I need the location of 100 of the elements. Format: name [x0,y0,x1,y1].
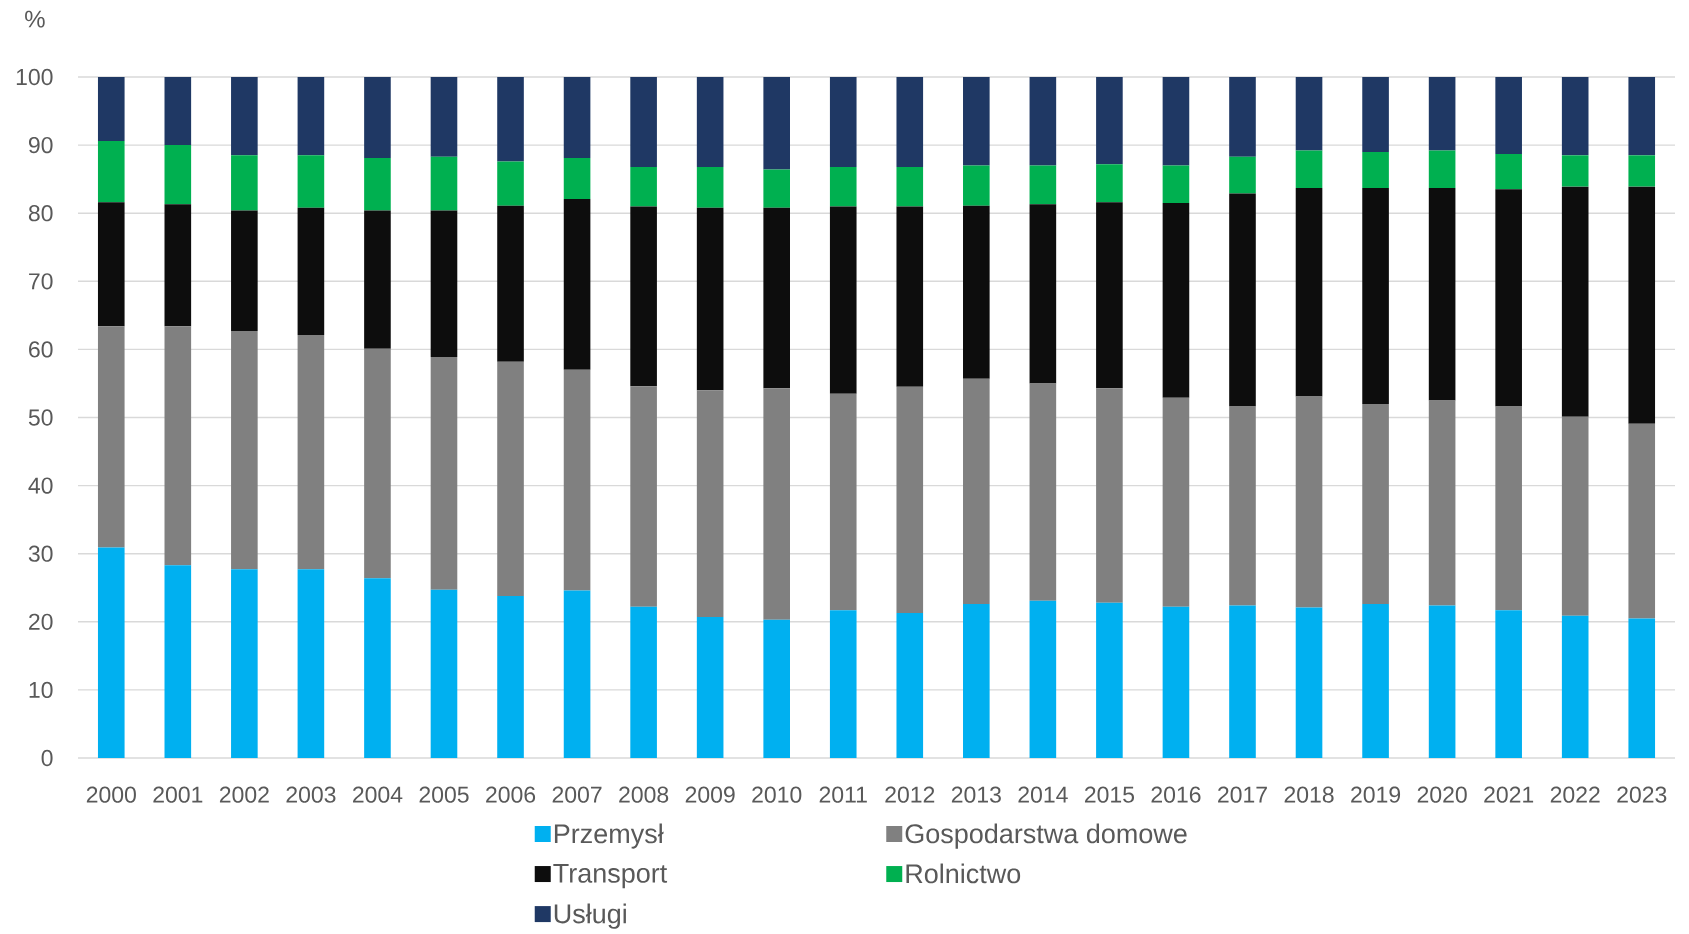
bar [231,331,258,570]
bar [1295,396,1323,608]
bar [164,204,192,327]
bar [1029,600,1057,758]
bar [963,205,990,379]
legend-label: Przemysł [554,823,664,849]
x-tick-label: 2007 [552,786,602,803]
bar [297,569,325,758]
bar [97,76,125,142]
bar [430,76,458,157]
bar [763,169,790,208]
bar [1229,193,1256,407]
bar [364,348,391,579]
bar [1495,76,1522,154]
bar [963,604,990,758]
x-tick-label: 2015 [1084,786,1135,803]
bar [97,141,125,203]
bar [696,617,724,758]
bar [630,606,657,758]
bar [963,378,990,605]
bar [1362,76,1389,152]
bar [1628,76,1656,156]
bar [1162,606,1190,758]
x-tick-label: 2002 [219,786,269,803]
bar [1628,186,1656,424]
y-tick-label: 80 [28,205,53,222]
bar [1295,150,1323,188]
x-tick-label: 2019 [1351,786,1401,803]
bar [696,76,724,167]
bar [1561,76,1589,156]
bar [1561,155,1589,187]
bar [1628,423,1656,619]
bar [963,165,990,206]
bar [164,326,192,566]
bar [829,166,857,207]
bar [1428,605,1456,758]
legend-label: Gospodarstwa domowe [905,823,1187,849]
bar [1362,151,1389,188]
bar [430,156,458,211]
bar [1428,76,1456,151]
bar [497,595,524,758]
bar [1029,165,1057,205]
x-tick-label: 2023 [1617,786,1667,803]
bar [963,76,990,166]
y-tick-label: 90 [28,136,53,154]
y-tick-label: 10 [29,681,53,699]
bar [1229,156,1256,194]
bar [696,207,724,391]
bar [1029,204,1057,384]
bar [364,158,391,211]
bar [497,361,524,596]
bar [430,210,458,357]
x-tick-label: 2021 [1484,786,1534,803]
bar [1162,202,1190,398]
x-tick-label: 2010 [752,786,802,803]
x-tick-label: 2020 [1417,786,1467,803]
bar [231,210,258,332]
y-axis-title: % [25,10,45,28]
x-tick-label: 2004 [353,786,403,803]
bar [1362,403,1389,605]
bar [1428,150,1456,188]
bar [1295,76,1323,151]
bar [1162,76,1190,166]
y-tick-label: 40 [28,477,53,494]
x-tick-label: 2003 [286,786,336,803]
y-tick-label: 50 [28,409,53,426]
bar [231,76,258,156]
y-tick-label: 0 [41,749,53,767]
bar [829,206,857,394]
x-tick-label: 2018 [1284,786,1334,803]
x-tick-label: 2001 [153,786,203,803]
bar [630,166,657,207]
bar [1029,76,1057,166]
y-tick-label: 100 [16,68,53,86]
bar [297,76,325,156]
y-tick-label: 20 [29,613,53,630]
bar [1096,202,1123,389]
x-tick-label: 2005 [419,786,469,803]
bar [763,619,790,758]
bar [164,76,192,146]
bar [497,161,524,206]
bar [630,206,657,387]
bar [364,210,391,349]
bar [1561,615,1589,758]
bar [563,590,591,758]
bar [1495,153,1522,190]
bar [297,207,325,336]
bar [1096,388,1123,603]
x-tick-label: 2013 [951,786,1001,803]
bar [1495,406,1522,611]
bar [1229,605,1256,758]
bar [763,388,790,620]
legend-label: Transport [553,864,668,889]
bar [1162,397,1190,607]
y-tick-label: 70 [29,273,53,290]
bar [896,206,924,387]
bar [497,205,524,362]
bar [97,547,125,758]
bar [1628,618,1656,758]
y-tick-label: 60 [29,341,53,358]
